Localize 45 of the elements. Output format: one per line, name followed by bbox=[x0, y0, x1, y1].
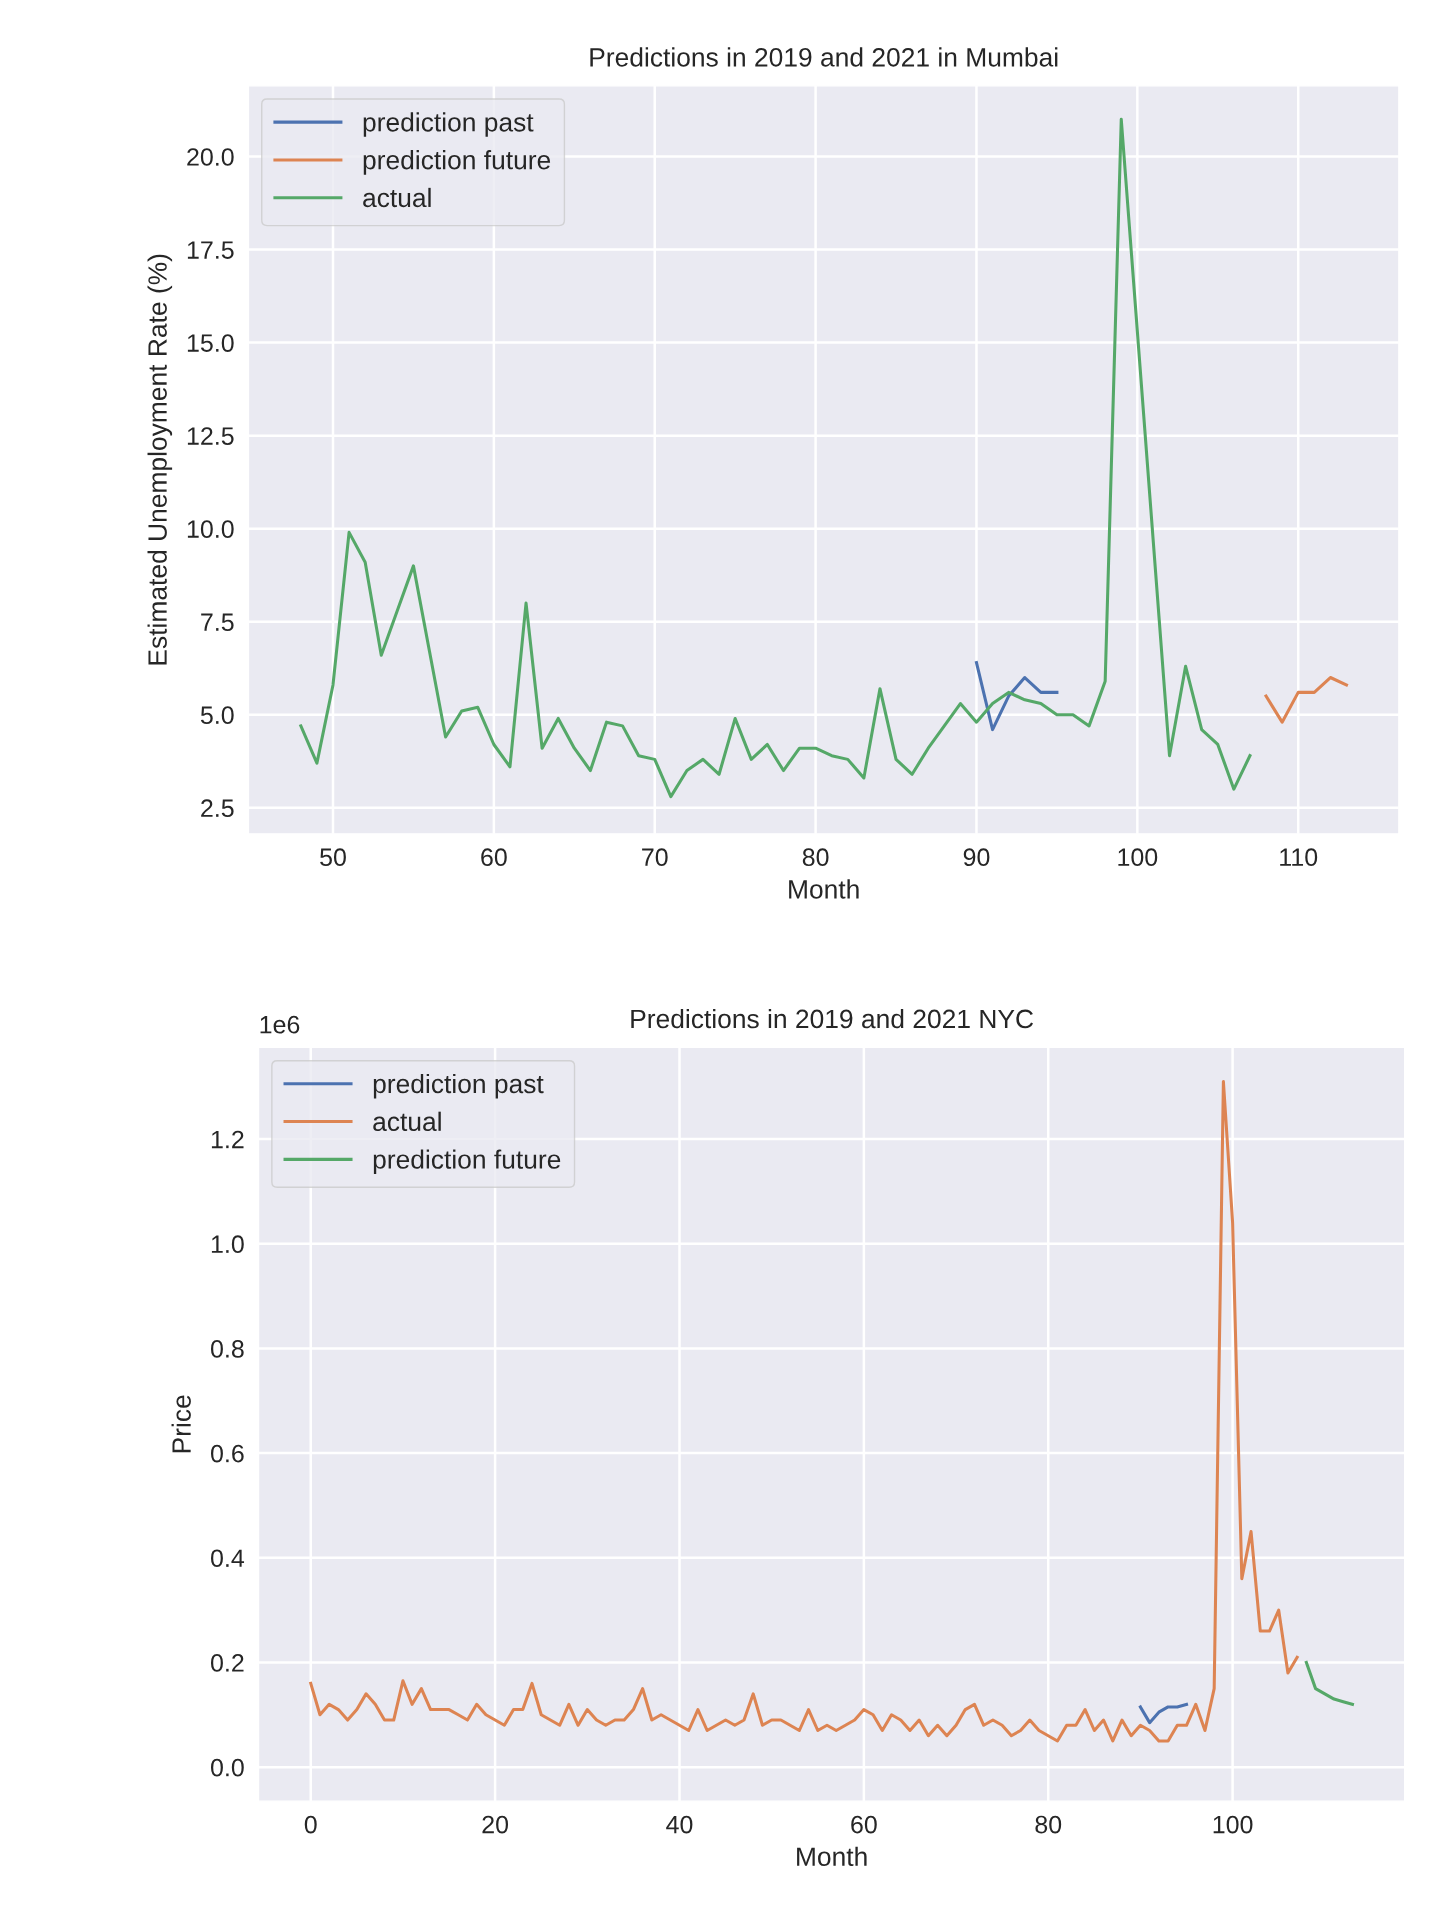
y-tick-label: 5.0 bbox=[200, 706, 234, 725]
y-axis-title: Price bbox=[171, 1395, 191, 1453]
x-tick-label: 60 bbox=[481, 848, 507, 867]
y-tick-label: 7.5 bbox=[201, 613, 234, 631]
y-axis-title: Estimated Unemployment Rate (%) bbox=[147, 254, 173, 665]
x-tick-label: 100 bbox=[1118, 848, 1158, 867]
legend-label: actual bbox=[373, 1111, 441, 1132]
x-tick-label: 80 bbox=[1035, 1815, 1062, 1834]
line-series bbox=[1264, 675, 1349, 724]
line-series bbox=[974, 661, 1059, 732]
line-series bbox=[1138, 1702, 1189, 1725]
x-tick-label: 70 bbox=[642, 848, 668, 867]
y-tick-label: 0.6 bbox=[210, 1444, 244, 1463]
x-tick-label: 110 bbox=[1280, 848, 1318, 867]
y-tick-label: 1.2 bbox=[211, 1130, 244, 1149]
y-tick-label: 1.0 bbox=[211, 1235, 244, 1254]
text: 1e6 bbox=[260, 1015, 300, 1034]
y-tick-label: 0.0 bbox=[210, 1758, 244, 1777]
y-tick-label: 15.0 bbox=[187, 334, 234, 352]
x-tick-label: 20 bbox=[482, 1815, 509, 1834]
x-tick-label: 60 bbox=[851, 1815, 877, 1834]
y-tick-label: 0.4 bbox=[210, 1549, 245, 1568]
legend-label: actual bbox=[363, 187, 431, 208]
y-tick-label: 2.5 bbox=[201, 799, 234, 818]
x-tick-label: 80 bbox=[802, 848, 829, 867]
legend-label: prediction future bbox=[373, 1149, 561, 1175]
y-tick-label: 0.2 bbox=[210, 1654, 244, 1672]
x-tick-label: 40 bbox=[666, 1815, 693, 1834]
line-series bbox=[1304, 1660, 1354, 1706]
x-axis-title: Month bbox=[797, 1846, 867, 1867]
legend-label: prediction past bbox=[363, 112, 534, 137]
y-tick-label: 17.5 bbox=[187, 241, 234, 259]
y-tick-label: 0.8 bbox=[210, 1340, 244, 1358]
y-tick-label: 12.5 bbox=[187, 427, 234, 445]
legend-label: prediction future bbox=[363, 150, 551, 175]
y-tick-label: 10.0 bbox=[187, 520, 234, 538]
x-axis-title: Month bbox=[789, 879, 859, 899]
x-tick-label: 100 bbox=[1213, 1815, 1253, 1834]
y-tick-label: 20.0 bbox=[187, 148, 234, 166]
x-tick-label: 90 bbox=[963, 848, 990, 867]
x-tick-label: 50 bbox=[320, 848, 346, 867]
legend-label: prediction past bbox=[373, 1073, 544, 1099]
x-tick-label: 0 bbox=[304, 1815, 317, 1834]
chart-title: Predictions in 2019 and 2021 NYC bbox=[631, 1008, 1034, 1029]
chart-title: Predictions in 2019 and 2021 in Mumbai bbox=[590, 47, 1058, 67]
